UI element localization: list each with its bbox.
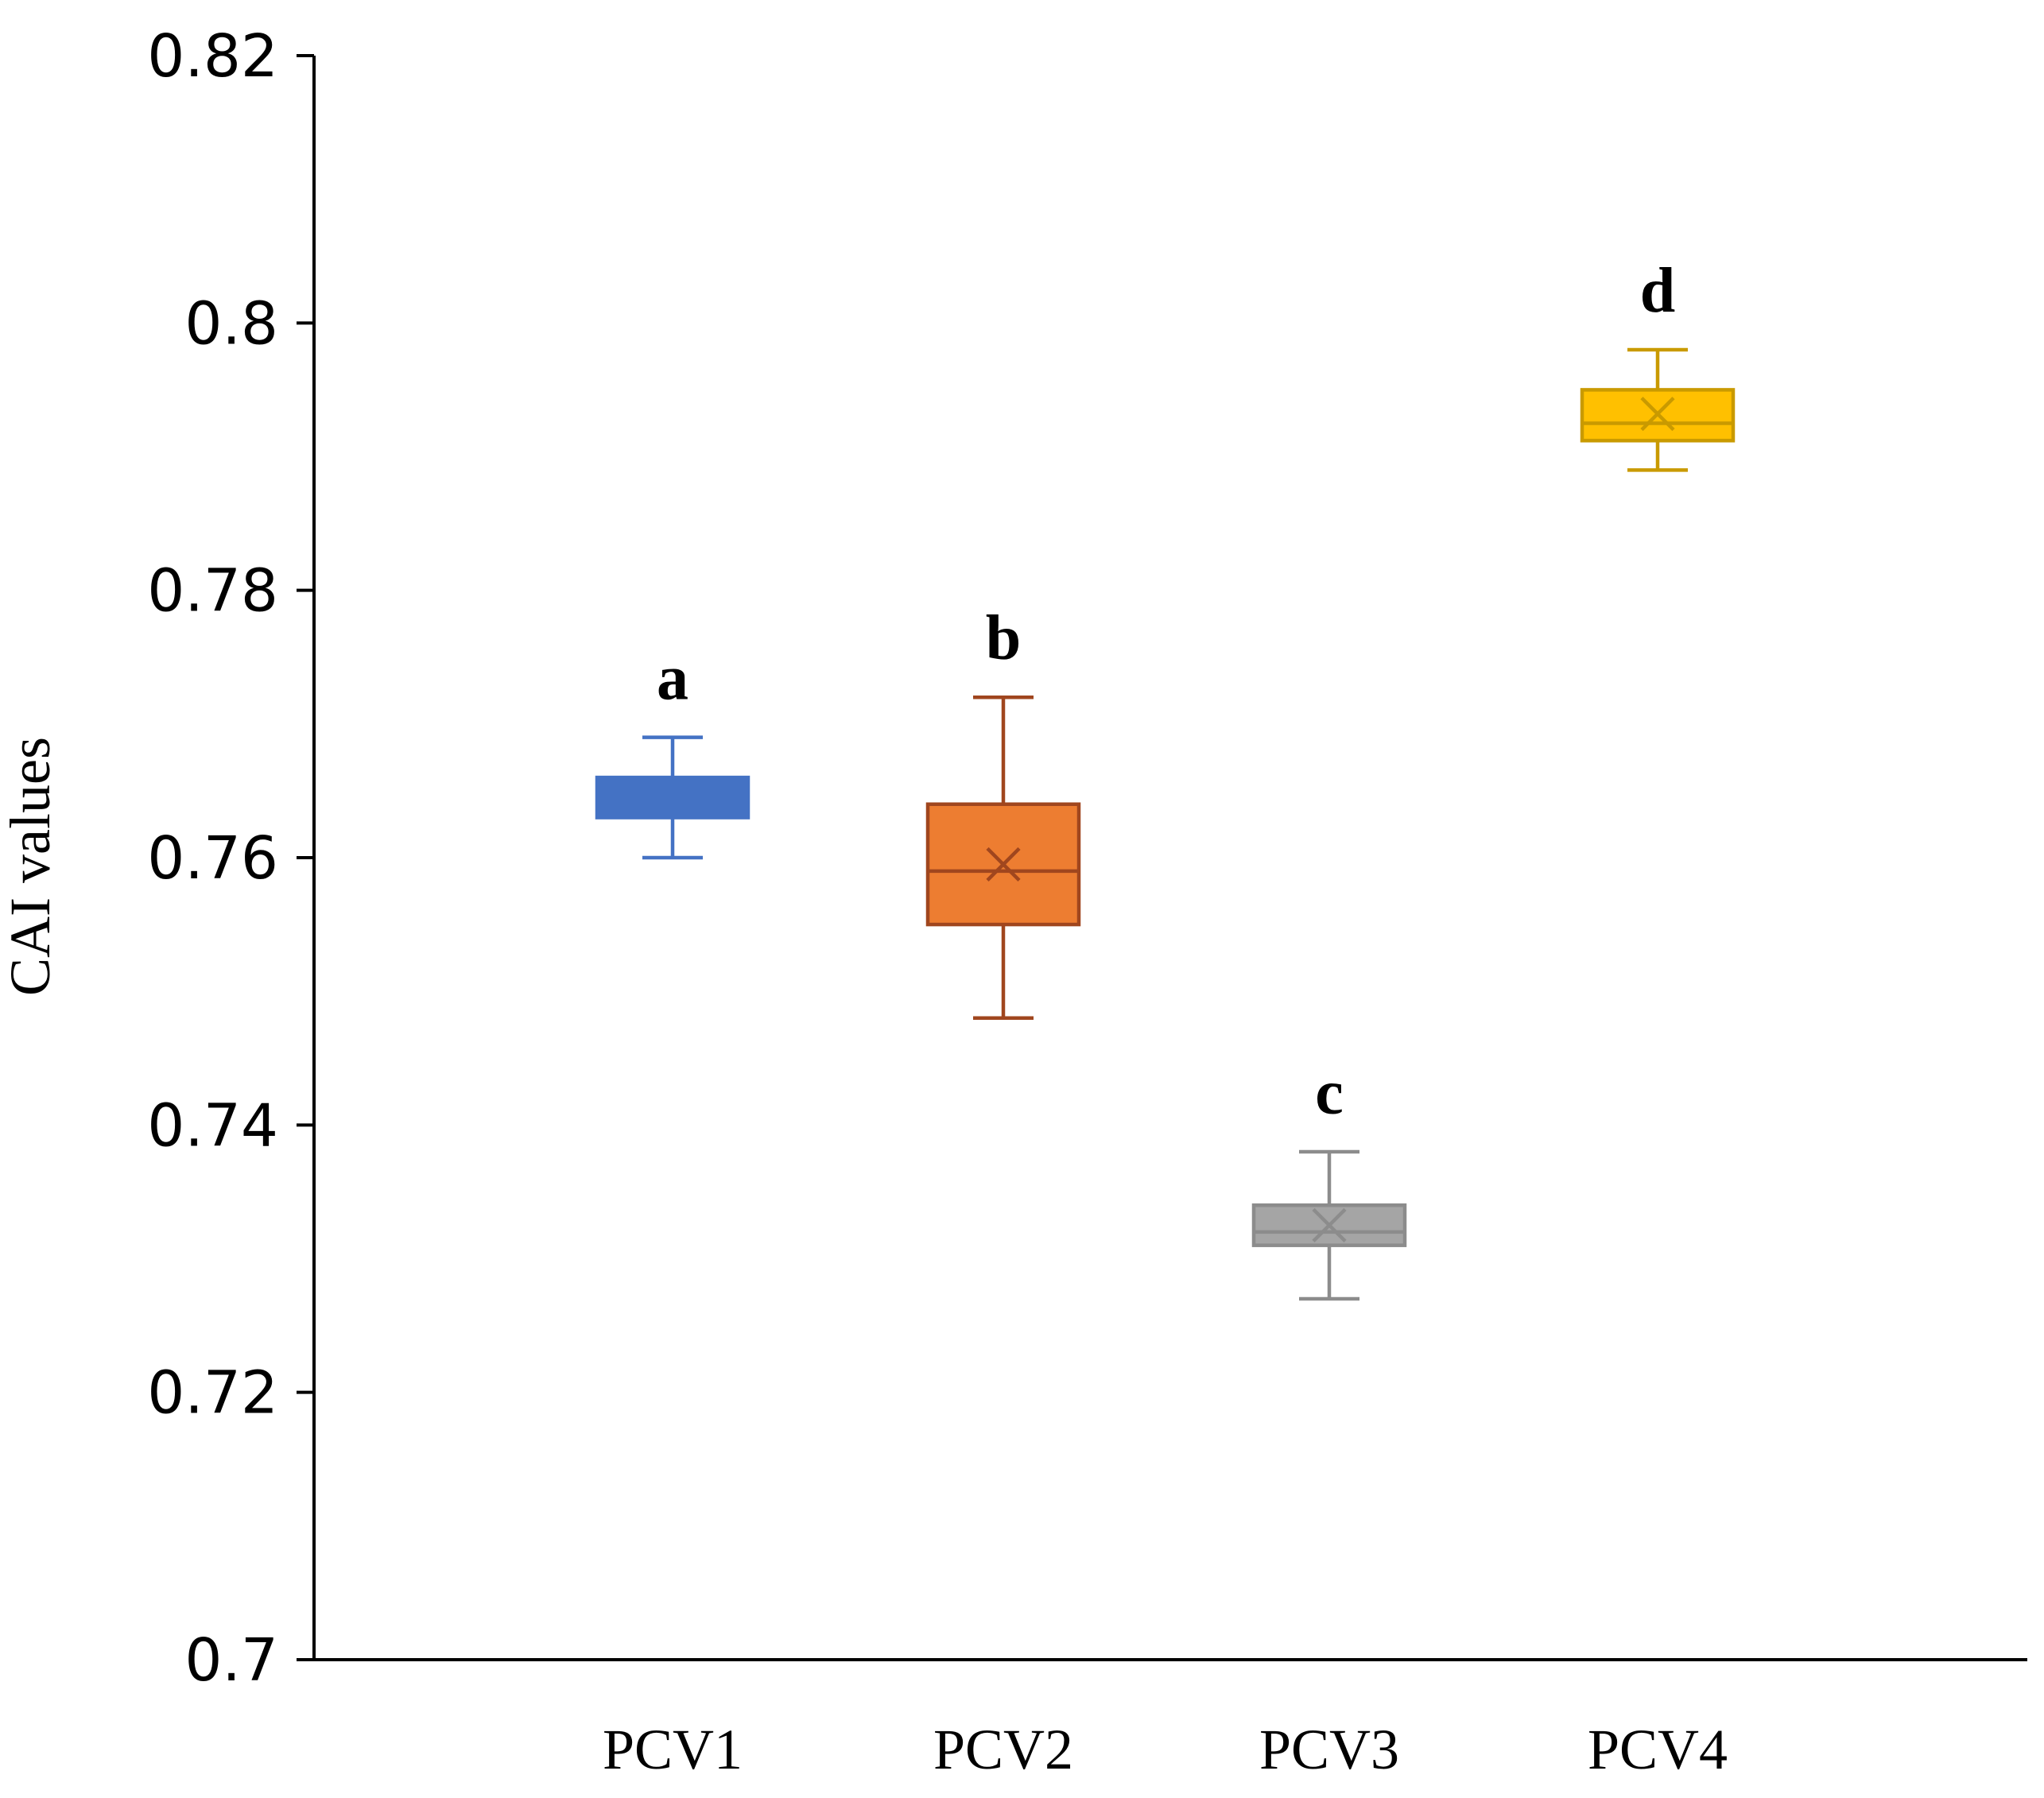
y-tick-label: 0.82 <box>147 22 278 91</box>
mean-marker <box>1640 397 1675 432</box>
y-tick-label: 0.74 <box>147 1091 278 1160</box>
significance-letter: d <box>1640 256 1676 326</box>
box-pcv4: d <box>1580 256 1736 472</box>
category-labels: PCV1 PCV2 PCV3 PCV4 <box>603 1718 1728 1781</box>
y-tick-label: 0.76 <box>147 824 278 893</box>
y-tick-label: 0.7 <box>184 1626 278 1695</box>
y-tick-label: 0.8 <box>184 289 278 358</box>
y-tick-label: 0.78 <box>147 557 278 626</box>
x-tick-label: PCV1 <box>603 1718 743 1781</box>
x-tick-label: PCV3 <box>1259 1718 1399 1781</box>
x-tick-label: PCV4 <box>1588 1718 1728 1781</box>
significance-letter: a <box>657 644 688 714</box>
box-pcv2: b <box>925 603 1081 1021</box>
iqr-box <box>595 775 751 820</box>
significance-letter: c <box>1315 1058 1344 1128</box>
box-pcv3: c <box>1251 1058 1407 1301</box>
mean-marker <box>986 847 1021 882</box>
significance-letter: b <box>986 603 1022 673</box>
boxes: a b c d <box>595 256 1736 1301</box>
box-pcv1: a <box>595 644 751 860</box>
mean-marker <box>1312 1207 1347 1243</box>
y-axis: 0.7 0.72 0.74 0.76 0.78 0.8 0.82 <box>147 22 316 1695</box>
y-tick-label: 0.72 <box>147 1359 278 1428</box>
x-tick-label: PCV2 <box>933 1718 1073 1781</box>
mean-marker <box>655 780 690 815</box>
y-axis-title: CAI values <box>0 737 62 996</box>
